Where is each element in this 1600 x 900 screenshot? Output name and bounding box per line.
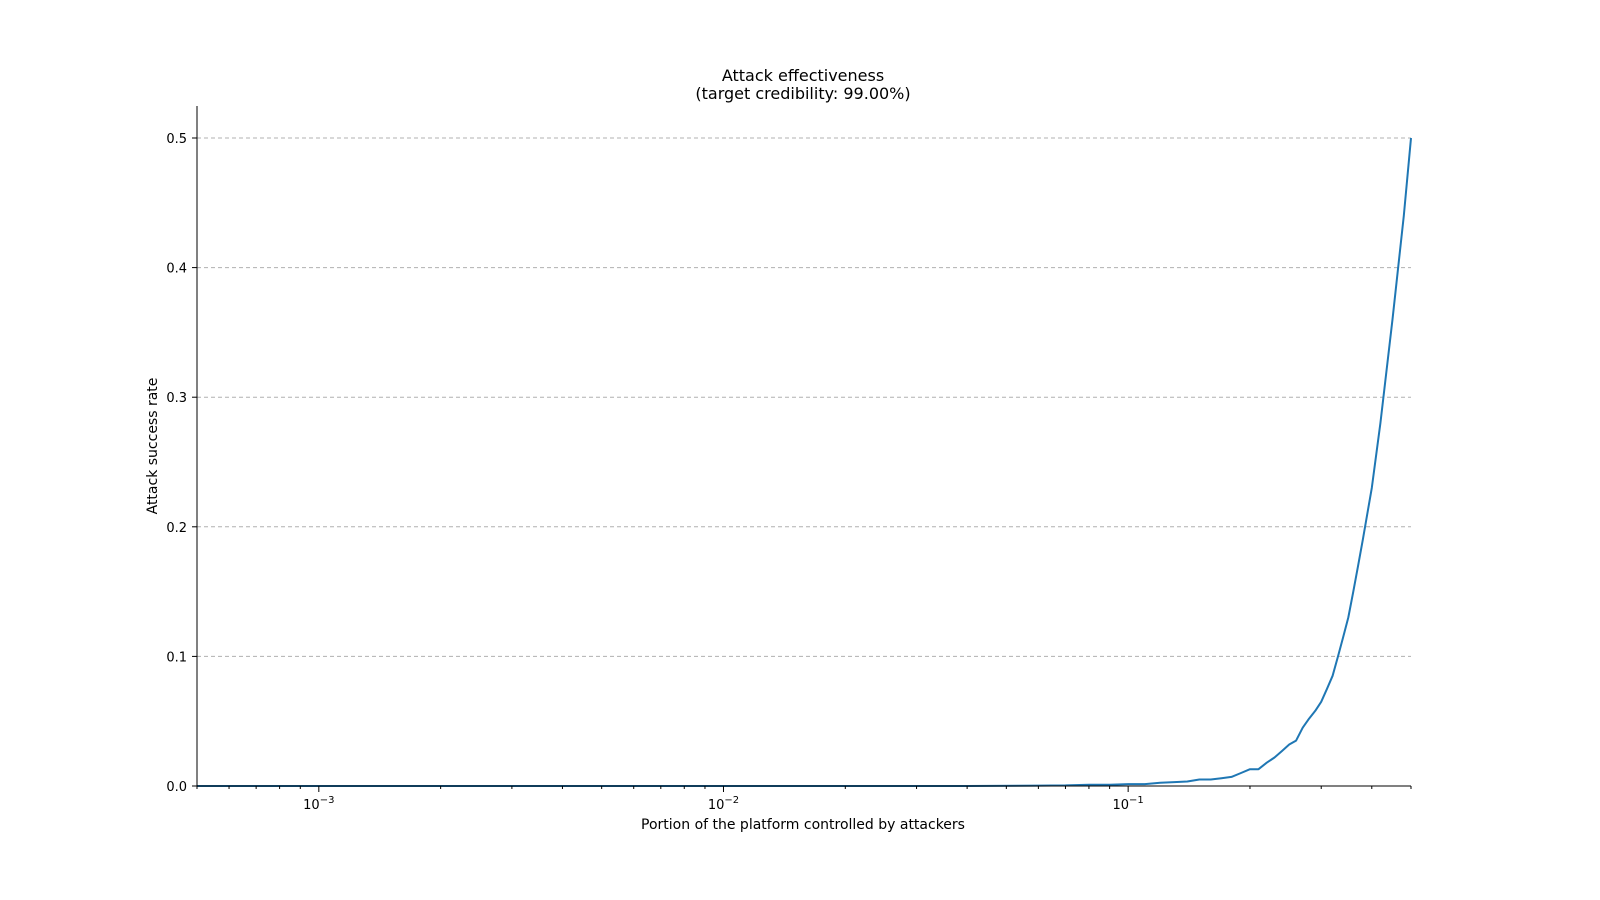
- y-gridlines: [197, 137, 1411, 657]
- y-tick-label: 0.5: [166, 132, 187, 147]
- x-axis-label: Portion of the platform controlled by at…: [641, 817, 965, 833]
- x-tick-label: 10−2: [708, 795, 739, 813]
- y-tick-label: 0.3: [166, 391, 187, 406]
- x-tick-label: 10−1: [1113, 795, 1144, 813]
- chart-title-line-1: Attack effectiveness: [722, 66, 884, 85]
- plot-series: [197, 137, 1412, 787]
- y-tick-label: 0.2: [166, 521, 187, 536]
- y-tick-label: 0.0: [166, 780, 187, 795]
- y-ticks: 0.0 0.1 0.2 0.3 0.4 0.5: [166, 132, 197, 795]
- y-tick-label: 0.4: [166, 262, 187, 277]
- y-tick-label: 0.1: [166, 650, 187, 665]
- series-line: [197, 137, 1412, 787]
- y-axis-label: Attack success rate: [145, 378, 161, 515]
- x-tick-label: 10−3: [303, 795, 334, 813]
- x-ticks: 10−3 10−2 10−1: [196, 786, 1412, 813]
- chart-title-line-2: (target credibility: 99.00%): [695, 84, 910, 103]
